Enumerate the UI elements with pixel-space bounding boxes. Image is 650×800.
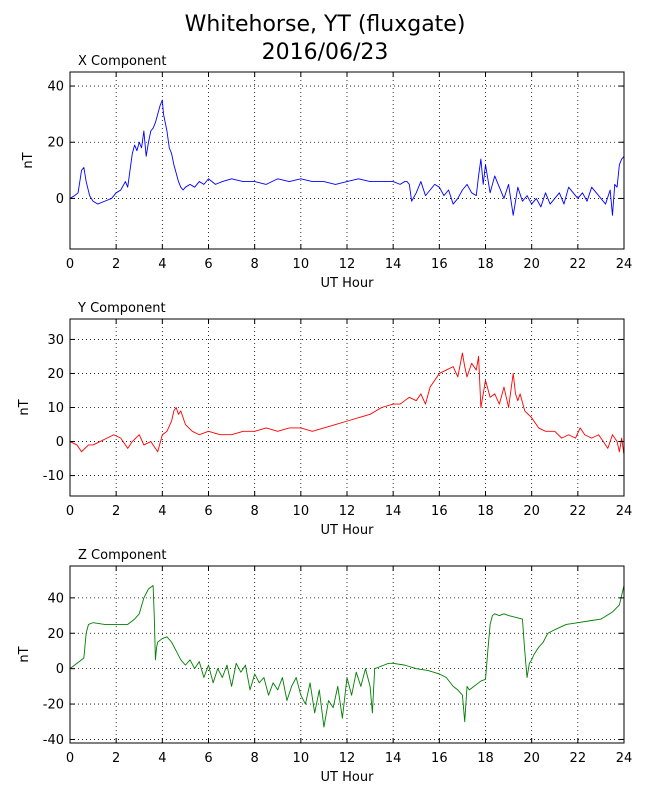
x-tick-label: 0 <box>66 504 74 519</box>
y-tick-label: 20 <box>47 136 64 151</box>
y-tick-label: 40 <box>47 80 64 95</box>
x-tick-label: 20 <box>523 504 540 519</box>
x-axis-label: UT Hour <box>321 276 375 291</box>
x-tick-label: 22 <box>570 257 587 272</box>
y-tick-label: -10 <box>43 469 64 484</box>
y-axis-label: nT <box>17 646 32 662</box>
panel-title-y: Y Component <box>77 301 166 316</box>
x-tick-label: 16 <box>431 257 448 272</box>
panel-title-z: Z Component <box>78 548 167 563</box>
y-tick-label: 20 <box>47 627 64 642</box>
x-tick-label: 20 <box>523 751 540 766</box>
x-tick-label: 12 <box>339 257 356 272</box>
x-tick-label: 18 <box>477 751 494 766</box>
x-tick-label: 4 <box>158 257 166 272</box>
x-tick-label: 12 <box>339 504 356 519</box>
y-tick-label: 30 <box>47 333 64 348</box>
y-tick-label: 0 <box>56 662 64 677</box>
y-tick-label: 0 <box>56 435 64 450</box>
x-axis-label: UT Hour <box>321 770 375 785</box>
z-component-line <box>69 585 625 728</box>
y-axis-label: nT <box>21 152 36 168</box>
x-tick-label: 2 <box>112 504 120 519</box>
x-tick-label: 22 <box>570 504 587 519</box>
y-tick-label: -40 <box>43 733 64 748</box>
y-tick-label: 40 <box>47 591 64 606</box>
x-tick-label: 24 <box>616 257 633 272</box>
x-tick-label: 22 <box>570 751 587 766</box>
y-axis-label: nT <box>17 399 32 415</box>
x-tick-label: 2 <box>112 257 120 272</box>
x-tick-label: 14 <box>385 257 402 272</box>
y-tick-label: 10 <box>47 401 64 416</box>
x-tick-label: 14 <box>385 751 402 766</box>
x-component-line <box>69 99 625 216</box>
x-tick-label: 14 <box>385 504 402 519</box>
x-tick-label: 8 <box>251 257 259 272</box>
y-tick-label: 20 <box>47 367 64 382</box>
x-tick-label: 10 <box>293 751 310 766</box>
x-tick-label: 2 <box>112 751 120 766</box>
x-tick-label: 12 <box>339 751 356 766</box>
x-tick-label: 24 <box>616 504 633 519</box>
x-tick-label: 0 <box>66 257 74 272</box>
panel-title-x: X Component <box>78 54 167 69</box>
x-tick-label: 16 <box>431 504 448 519</box>
x-tick-label: 20 <box>523 257 540 272</box>
x-tick-label: 8 <box>251 504 259 519</box>
x-tick-label: 18 <box>477 504 494 519</box>
y-component-line <box>69 352 625 456</box>
y-tick-label: -20 <box>43 698 64 713</box>
x-tick-label: 16 <box>431 751 448 766</box>
x-tick-label: 24 <box>616 751 633 766</box>
x-tick-label: 0 <box>66 751 74 766</box>
x-tick-label: 6 <box>204 751 212 766</box>
x-axis-label: UT Hour <box>321 523 375 538</box>
figure-title: Whitehorse, YT (fluxgate) <box>184 12 466 37</box>
x-tick-label: 6 <box>204 257 212 272</box>
x-tick-label: 10 <box>293 257 310 272</box>
x-tick-label: 4 <box>158 751 166 766</box>
x-tick-label: 10 <box>293 504 310 519</box>
x-tick-label: 18 <box>477 257 494 272</box>
x-tick-label: 6 <box>204 504 212 519</box>
y-tick-label: 0 <box>56 192 64 207</box>
x-tick-label: 4 <box>158 504 166 519</box>
figure-subtitle: 2016/06/23 <box>261 40 389 65</box>
x-tick-label: 8 <box>251 751 259 766</box>
